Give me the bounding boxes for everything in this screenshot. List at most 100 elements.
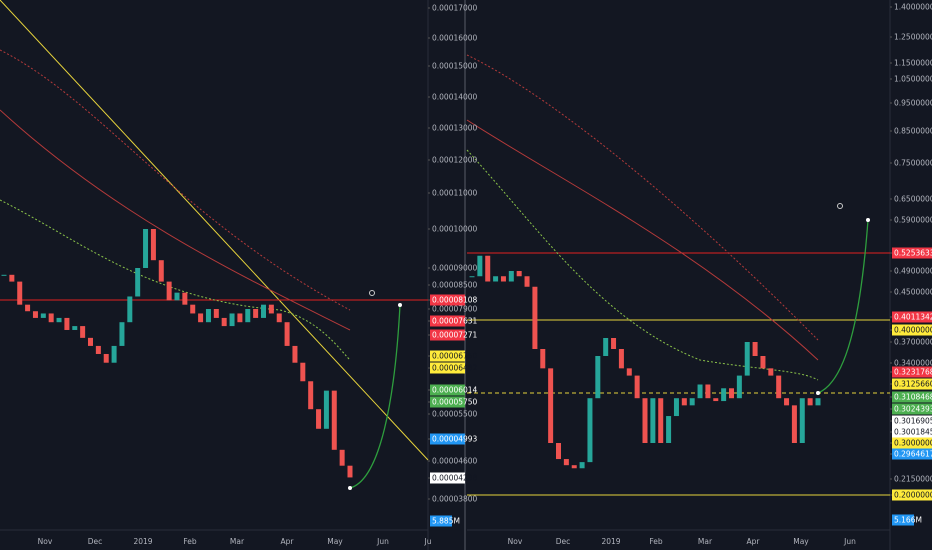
candle [103, 353, 109, 363]
marker [837, 203, 843, 209]
price-label: 0.65000000 [894, 195, 932, 204]
candle [166, 281, 172, 301]
candle [150, 229, 156, 261]
candle [579, 462, 585, 469]
candle [174, 292, 180, 301]
candle [213, 309, 219, 318]
candle [681, 398, 687, 406]
price-label: 0.30000000 [894, 439, 932, 448]
candle [768, 368, 774, 376]
price-label: 0.21500000 [894, 475, 932, 484]
time-label: 2019 [133, 537, 152, 546]
candle [729, 388, 734, 399]
price-label: 0.85000000 [894, 127, 932, 136]
price-label: 0.00008108 [432, 296, 478, 305]
price-label: 0.30243931 [894, 405, 932, 414]
price-label: 0.00007271 [432, 331, 478, 340]
candle [500, 276, 506, 282]
candle [666, 416, 672, 443]
price-label: 0.00006750 [432, 352, 478, 361]
moving-average [0, 49, 351, 311]
price-badge [892, 311, 932, 323]
price-badge [892, 426, 932, 438]
candle [17, 281, 23, 305]
price-label: 0.45000000 [894, 288, 932, 297]
price-label: 0.00006014 [432, 386, 478, 395]
candle [111, 345, 117, 363]
candle [339, 449, 345, 466]
candle [198, 313, 204, 323]
time-label: Jun [843, 537, 856, 546]
price-label: 0.00005750 [432, 398, 478, 407]
candle [485, 255, 491, 282]
price-label: 0.00008500 [432, 281, 478, 290]
candle [261, 304, 266, 318]
time-label: Mar [698, 537, 713, 546]
moving-average [466, 119, 819, 361]
moving-average [0, 199, 351, 361]
price-label: 0.34000000 [894, 359, 932, 368]
candle [80, 326, 86, 338]
price-badge [892, 437, 932, 449]
candle [689, 398, 695, 406]
marker [369, 290, 375, 296]
candle [245, 309, 251, 323]
volume-badge [892, 514, 914, 526]
price-label: 0.29646173 [894, 450, 932, 459]
candle [158, 260, 164, 282]
price-label: 0.00004238 [432, 474, 478, 483]
candle [32, 311, 38, 318]
projection-point [816, 391, 820, 395]
time-label: Apr [281, 537, 295, 546]
time-label: May [793, 537, 809, 546]
price-label: 0.40000000 [894, 326, 932, 335]
price-label: 0.00011000 [432, 189, 478, 198]
time-label: Nov [38, 537, 53, 546]
candle [673, 398, 679, 417]
candle [9, 274, 15, 282]
candle [316, 409, 322, 429]
candle [799, 398, 805, 443]
price-badge [892, 247, 932, 259]
candle [237, 313, 243, 323]
price-badge [892, 378, 932, 390]
price-label: 1.25000000 [894, 33, 932, 42]
candle [135, 268, 141, 297]
candle [205, 309, 211, 323]
price-label: 0.20000000 [894, 491, 932, 500]
candle [791, 405, 797, 443]
candle [95, 345, 101, 354]
price-badge [892, 403, 932, 415]
candle [815, 398, 821, 406]
price-label: 0.00014000 [432, 93, 478, 102]
time-label: Feb [649, 537, 663, 546]
candle [56, 317, 62, 323]
price-label: 1.40000000 [894, 3, 932, 12]
price-label: 0.31084681 [894, 393, 932, 402]
price-badge [892, 489, 932, 501]
price-badge [430, 315, 465, 327]
time-label: Mar [230, 537, 245, 546]
time-label: Dec [88, 537, 103, 546]
candle [532, 286, 538, 349]
candle [563, 459, 569, 466]
price-label: 0.30169051 [894, 417, 932, 426]
candle [626, 368, 632, 376]
price-badge [430, 294, 465, 306]
price-badge [430, 433, 465, 445]
candle [253, 309, 259, 318]
price-label: 0.59000000 [894, 216, 932, 225]
price-label: 0.00004600 [432, 457, 478, 466]
candle [40, 313, 46, 318]
projection-curve [817, 219, 869, 394]
candle [300, 362, 306, 382]
candle [493, 276, 499, 282]
candle [516, 271, 522, 277]
price-label: 0.00013000 [432, 124, 478, 133]
candle [469, 276, 475, 278]
price-badge [892, 391, 932, 403]
candle [697, 384, 703, 399]
candle [721, 388, 727, 402]
